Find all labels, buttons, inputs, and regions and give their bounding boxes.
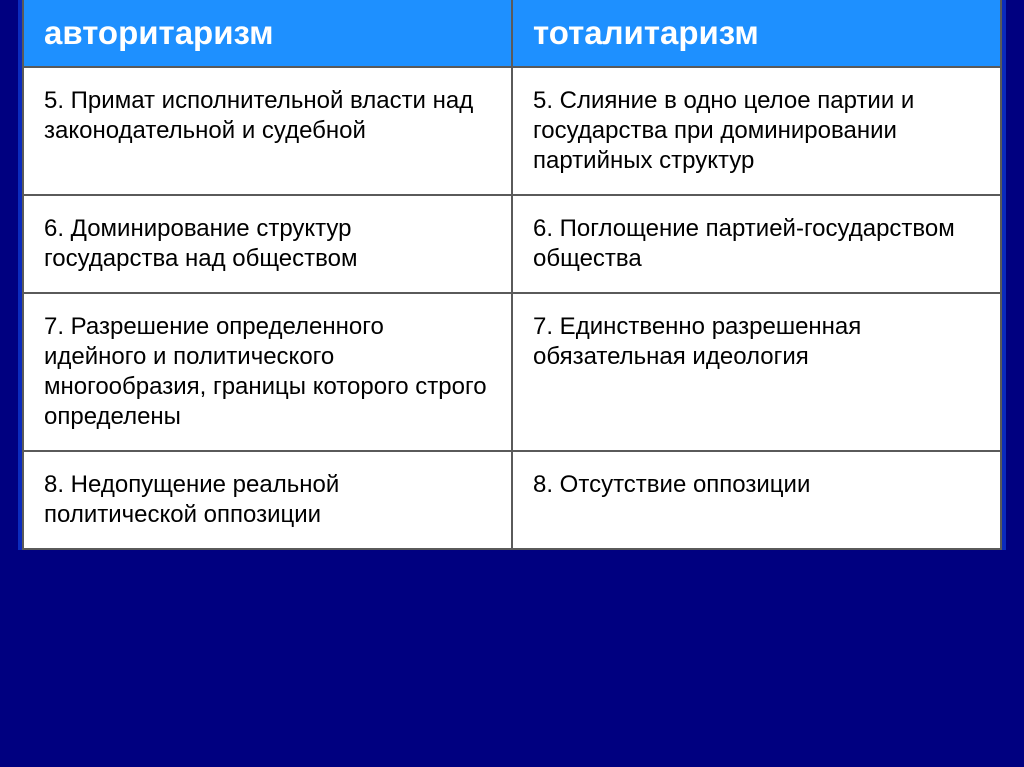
table-frame: авторитаризм тоталитаризм 5. Примат испо… <box>18 0 1006 550</box>
cell-right: 5. Слияние в одно целое партии и государ… <box>512 67 1001 195</box>
cell-right: 6. Поглощение партией-государством общес… <box>512 195 1001 293</box>
cell-right: 8. Отсутствие оппозиции <box>512 451 1001 549</box>
table-row: 7. Разрешение определенного идейного и п… <box>23 293 1001 451</box>
column-header-left: авторитаризм <box>23 0 512 67</box>
table-header-row: авторитаризм тоталитаризм <box>23 0 1001 67</box>
column-header-right: тоталитаризм <box>512 0 1001 67</box>
cell-right: 7. Единственно разрешенная обязательная … <box>512 293 1001 451</box>
table-row: 5. Примат исполнительной власти над зако… <box>23 67 1001 195</box>
comparison-table: авторитаризм тоталитаризм 5. Примат испо… <box>22 0 1002 550</box>
table-row: 6. Доминирование структур государства на… <box>23 195 1001 293</box>
cell-left: 5. Примат исполнительной власти над зако… <box>23 67 512 195</box>
cell-left: 7. Разрешение определенного идейного и п… <box>23 293 512 451</box>
cell-left: 6. Доминирование структур государства на… <box>23 195 512 293</box>
table-row: 8. Недопущение реальной политической опп… <box>23 451 1001 549</box>
cell-left: 8. Недопущение реальной политической опп… <box>23 451 512 549</box>
